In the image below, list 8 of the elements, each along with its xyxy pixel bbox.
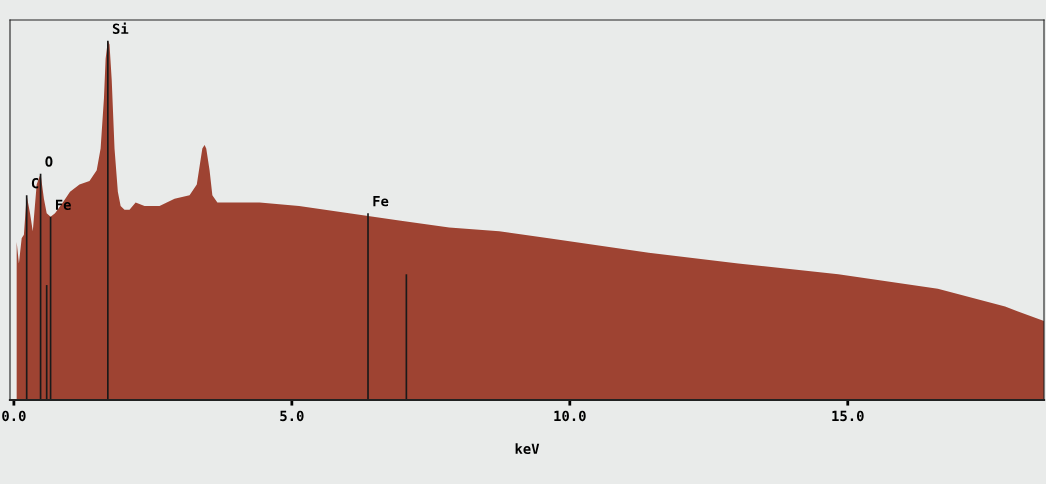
x-tick-label: 5.0: [280, 410, 304, 422]
x-tick-label: 15.0: [832, 410, 864, 422]
annotation: Fe: [373, 196, 389, 207]
x-tick-label: 10.0: [554, 410, 586, 422]
annotation: O: [45, 156, 53, 167]
x-axis-title: keV: [515, 443, 540, 455]
x-tick-label: 0.0: [2, 410, 26, 422]
annotation: Si: [112, 22, 129, 34]
